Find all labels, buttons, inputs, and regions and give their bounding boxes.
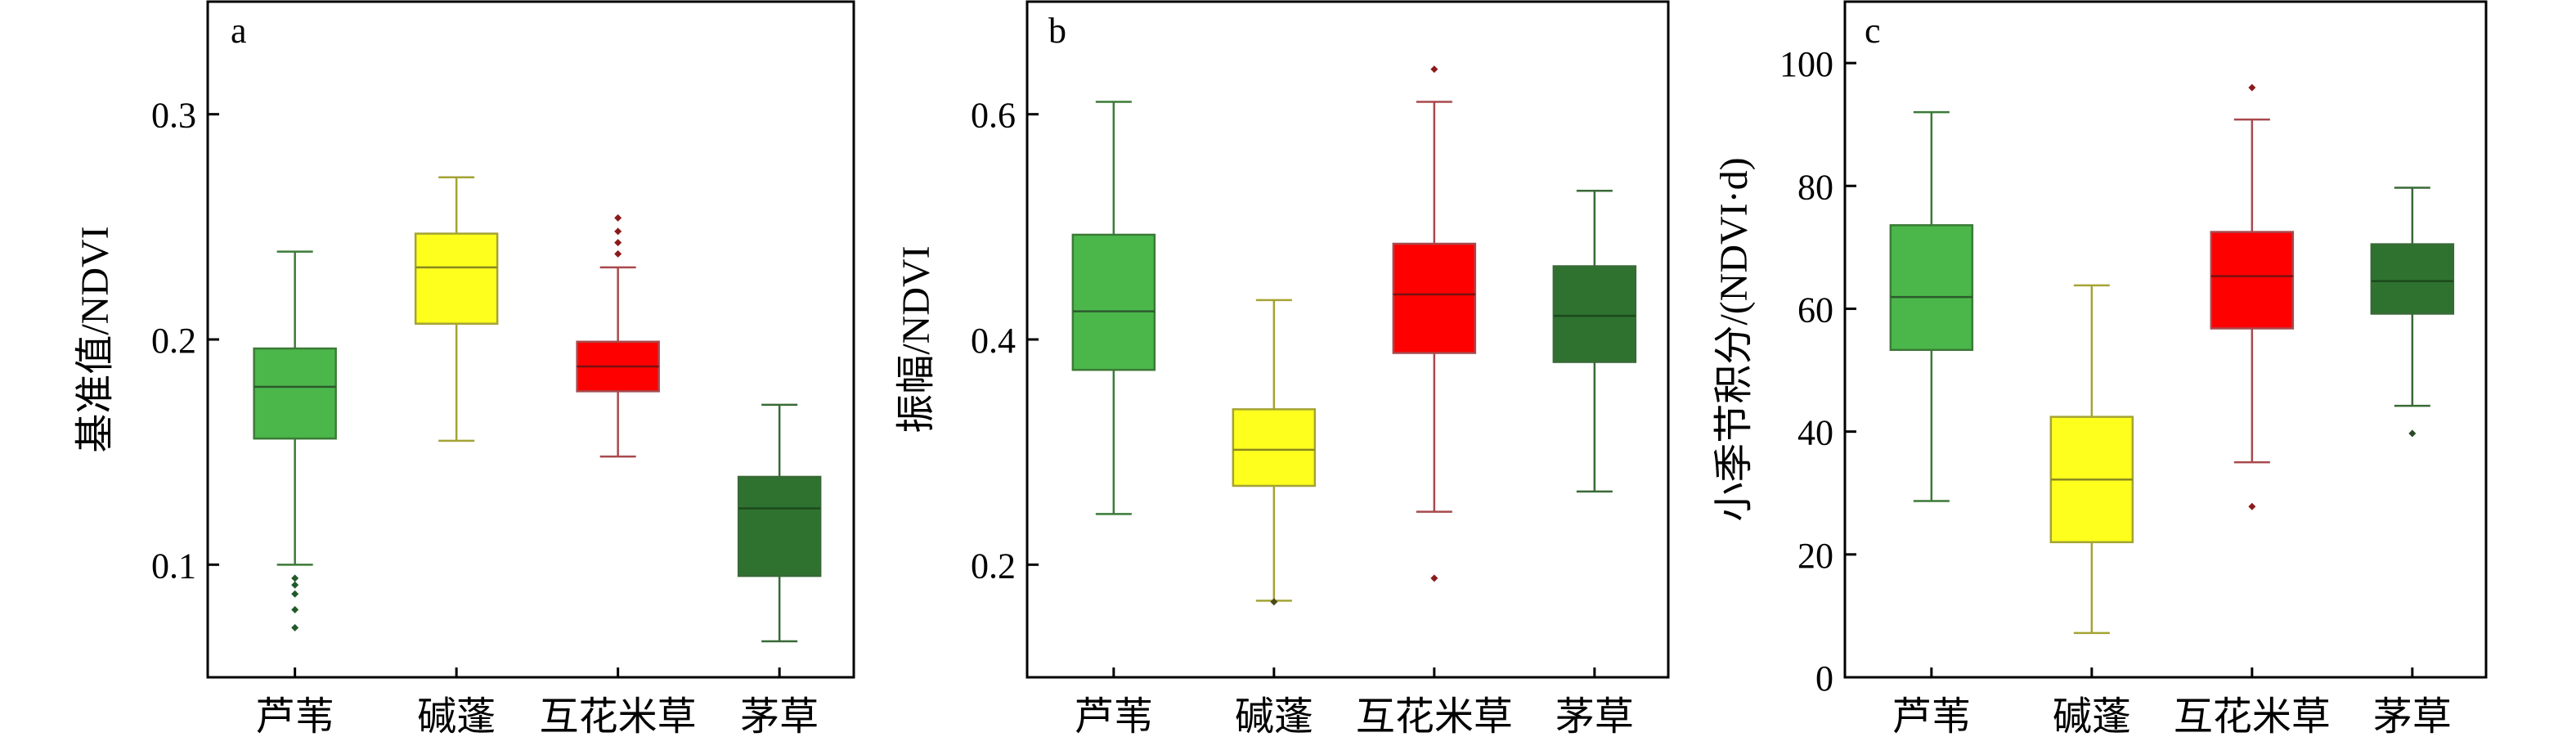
- outlier-point: [614, 213, 622, 222]
- box-iqr: [2370, 243, 2455, 315]
- outlier-point: [291, 581, 299, 589]
- x-category-label: 碱蓬: [1235, 695, 1313, 739]
- x-category-label: 芦苇: [1075, 695, 1153, 739]
- x-category-label: 茅草: [2373, 695, 2452, 739]
- box-碱蓬: [414, 176, 499, 443]
- box-iqr: [253, 347, 337, 440]
- y-axis-label: 小季节积分/(NDVI·d): [1712, 157, 1756, 521]
- chart-panel-b: 0.2 0.4 0.6 b 振幅/NDVI 芦苇 碱蓬 互花米草 茅草: [895, 0, 1670, 739]
- outlier-point: [291, 590, 299, 598]
- x-category-label: 碱蓬: [417, 695, 496, 739]
- box-茅草: [2370, 186, 2455, 438]
- outlier-point: [1270, 598, 1278, 606]
- box-茅草: [737, 403, 822, 643]
- outlier-point: [2408, 429, 2417, 438]
- y-tick-label: 0.2: [151, 321, 196, 361]
- x-category-label: 芦苇: [1892, 695, 1971, 739]
- y-tick-label: 0.1: [151, 546, 196, 586]
- box-芦苇: [253, 250, 337, 631]
- panel-letter: a: [231, 11, 247, 51]
- box-iqr: [2210, 231, 2295, 330]
- box-互花米草: [2210, 83, 2295, 510]
- x-category-label: 互花米草: [2174, 695, 2331, 739]
- box-iqr: [1552, 265, 1637, 363]
- outlier-point: [614, 249, 622, 258]
- box-互花米草: [1392, 65, 1477, 582]
- y-tick-label: 0.3: [151, 96, 196, 136]
- outlier-point: [614, 227, 622, 236]
- x-category-label: 芦苇: [256, 695, 334, 739]
- x-category-label: 互花米草: [540, 695, 697, 739]
- y-tick-label: 80: [1797, 167, 1833, 207]
- outlier-point: [1430, 574, 1438, 582]
- y-tick-label: 20: [1797, 536, 1833, 576]
- box-iqr: [737, 475, 822, 577]
- y-tick-label: 100: [1779, 44, 1833, 84]
- outlier-point: [614, 239, 622, 247]
- y-tick-label: 0.6: [971, 96, 1016, 136]
- box-iqr: [1071, 233, 1156, 371]
- outlier-point: [1430, 65, 1438, 74]
- panel-letter: c: [1865, 11, 1881, 51]
- y-tick-label: 0.4: [971, 321, 1016, 361]
- y-tick-label: 40: [1797, 413, 1833, 453]
- y-axis-label: 振幅/NDVI: [895, 245, 938, 433]
- x-category-label: 茅草: [740, 695, 819, 739]
- box-iqr: [1889, 224, 1974, 352]
- box-芦苇: [1071, 101, 1156, 515]
- chart-panel-a: 0.1 0.2 0.3 a 基准值/NDVI 芦苇 碱蓬 互花米草 茅草: [74, 0, 855, 739]
- x-category-label: 互花米草: [1356, 695, 1513, 739]
- y-tick-label: 60: [1797, 290, 1833, 330]
- box-碱蓬: [2049, 284, 2134, 635]
- box-iqr: [1392, 242, 1477, 354]
- x-category-label: 茅草: [1555, 695, 1634, 739]
- box-iqr: [414, 232, 499, 325]
- outlier-point: [291, 574, 299, 582]
- y-tick-label: 0: [1815, 658, 1833, 699]
- panel-letter: b: [1048, 11, 1066, 51]
- x-category-label: 碱蓬: [2053, 695, 2131, 739]
- y-tick-label: 0.2: [971, 546, 1016, 586]
- plot-frame: [1843, 0, 2488, 679]
- outlier-point: [2248, 83, 2256, 92]
- outlier-point: [291, 623, 299, 631]
- box-茅草: [1552, 190, 1637, 493]
- box-芦苇: [1889, 110, 1974, 502]
- chart-panel-c: 0 20 40 60 80 100 c 小季节积分/(NDVI·d) 芦苇 碱蓬 互花米草 茅草: [1712, 0, 2488, 739]
- box-互花米草: [576, 213, 660, 458]
- y-axis-label: 基准值/NDVI: [74, 226, 117, 452]
- box-碱蓬: [1232, 299, 1317, 606]
- box-iqr: [1232, 408, 1317, 488]
- outlier-point: [291, 605, 299, 613]
- outlier-point: [2248, 502, 2256, 510]
